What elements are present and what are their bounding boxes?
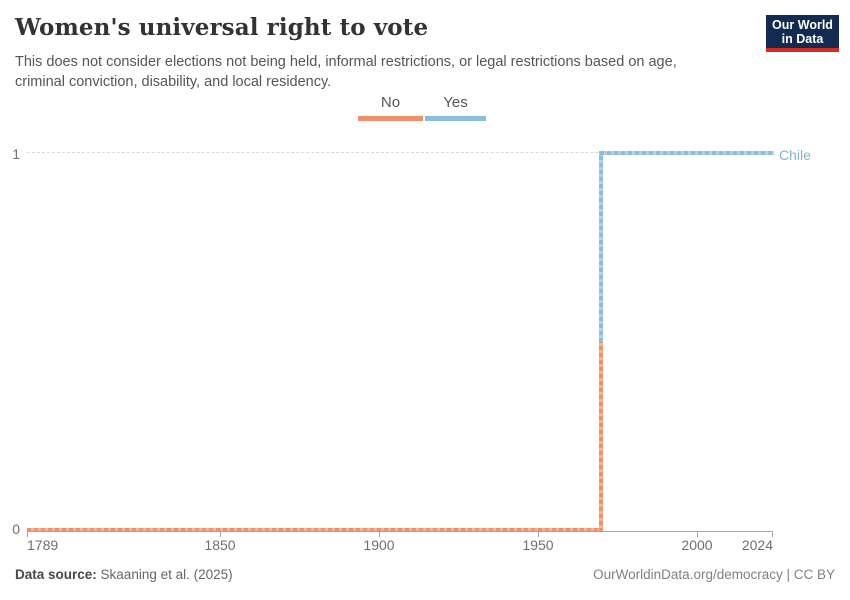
legend-item-no[interactable]: No	[358, 94, 423, 121]
legend-label-yes: Yes	[443, 94, 468, 111]
owid-logo-line2: in Data	[781, 32, 824, 46]
x-tick-2000	[697, 532, 698, 537]
data-source: Data source: Skaaning et al. (2025)	[15, 567, 233, 582]
x-axis-label-1900: 1900	[363, 537, 395, 553]
legend-item-yes[interactable]: Yes	[425, 94, 486, 121]
credit-link[interactable]: OurWorldinData.org/democracy | CC BY	[593, 567, 835, 582]
x-axis-line	[27, 531, 773, 532]
series-segment-yes-vertical[interactable]	[599, 151, 603, 342]
series-label-chile[interactable]: Chile	[779, 147, 811, 163]
x-tick-2024	[772, 532, 773, 537]
series-segment-yes-horizontal[interactable]	[600, 151, 774, 155]
x-axis-label-1789: 1789	[27, 537, 59, 553]
x-axis-label-1950: 1950	[522, 537, 554, 553]
legend-swatch-yes	[425, 116, 486, 121]
page-title: Women's universal right to vote	[15, 14, 429, 41]
x-axis-label-2024: 2024	[741, 537, 773, 553]
legend: No Yes	[358, 94, 486, 121]
x-tick-1900	[379, 532, 380, 537]
x-axis-label-2000: 2000	[681, 537, 713, 553]
owid-logo-line1: Our World	[772, 18, 833, 32]
x-tick-1950	[538, 532, 539, 537]
legend-label-no: No	[380, 94, 401, 111]
y-axis-label-0: 0	[12, 521, 20, 537]
legend-swatch-no	[358, 116, 423, 121]
y-axis-label-1: 1	[12, 146, 20, 162]
series-segment-no-vertical[interactable]	[599, 342, 603, 532]
data-source-label: Data source:	[15, 567, 97, 582]
x-tick-1789	[27, 532, 28, 537]
gridline-y1	[27, 152, 773, 153]
chart-subtitle: This does not consider elections not bei…	[15, 54, 677, 90]
x-tick-1850	[220, 532, 221, 537]
series-segment-no-horizontal[interactable]	[27, 527, 603, 531]
owid-logo[interactable]: Our World in Data	[766, 15, 839, 52]
data-source-value: Skaaning et al. (2025)	[100, 567, 233, 582]
x-axis-label-1850: 1850	[204, 537, 236, 553]
